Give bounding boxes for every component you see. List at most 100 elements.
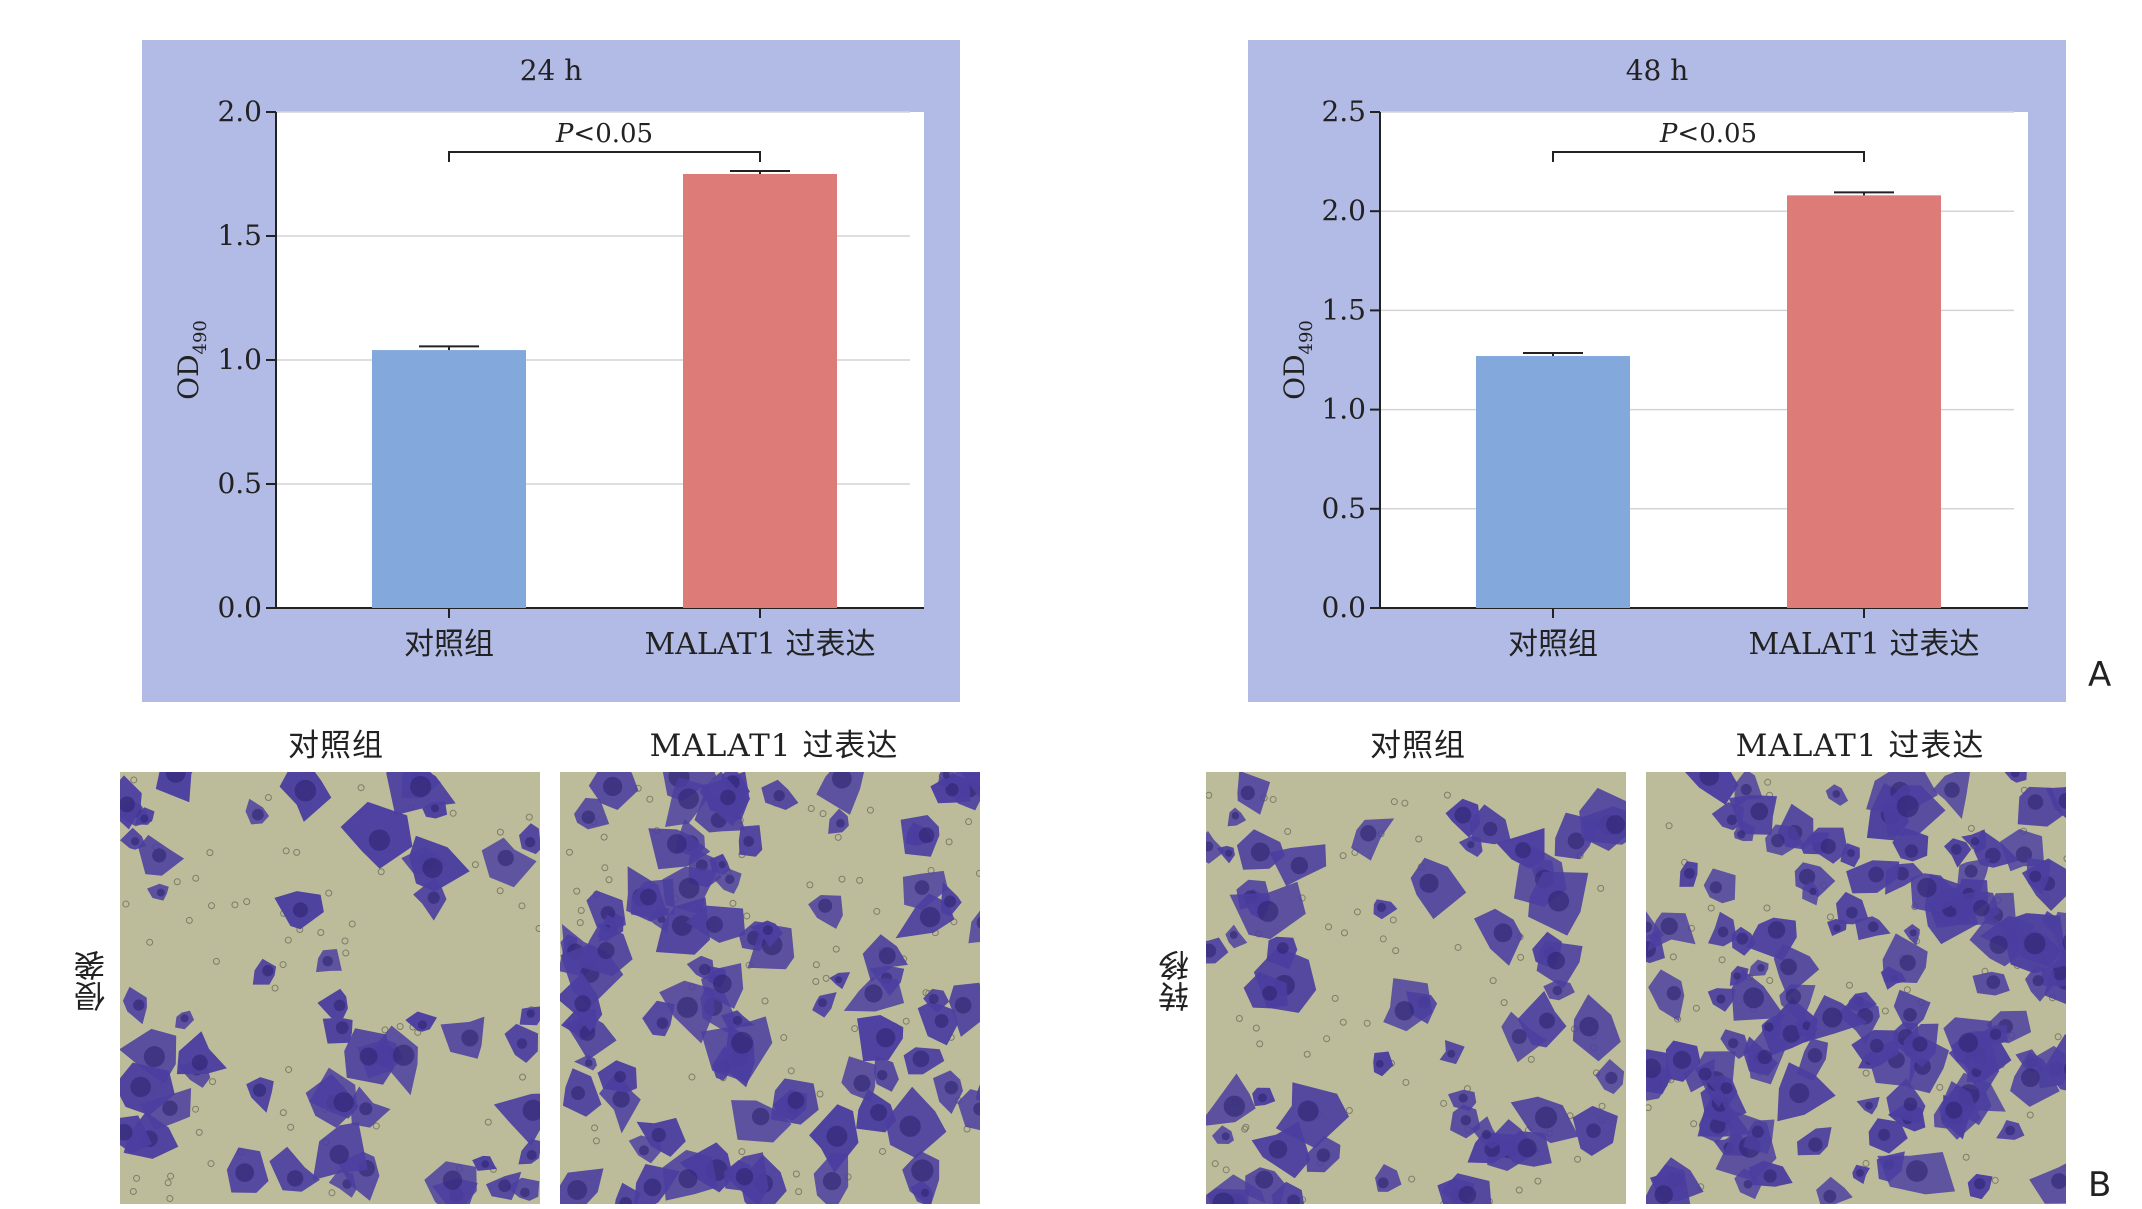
cell-nucleus <box>1467 840 1475 849</box>
cell-nucleus <box>461 1029 479 1047</box>
cell-nucleus <box>1290 856 1309 875</box>
cell-nucleus <box>671 915 693 936</box>
stained-cell <box>1410 857 1467 920</box>
pore <box>738 1148 746 1156</box>
cell-nucleus <box>1974 1178 1986 1190</box>
cell-nucleus <box>1751 1125 1764 1138</box>
cell-nucleus <box>2024 932 2046 955</box>
pore <box>167 1172 175 1180</box>
pore <box>1303 1050 1311 1058</box>
pore <box>207 1160 215 1168</box>
pore <box>1690 1120 1698 1128</box>
bar-malat1 <box>1787 195 1941 608</box>
pore <box>1766 977 1774 985</box>
pore <box>565 848 573 856</box>
pore <box>279 1109 287 1117</box>
cell-nucleus <box>1789 1083 1810 1104</box>
pore <box>1826 913 1834 921</box>
cell-nucleus <box>392 1044 415 1066</box>
stained-cell <box>615 1182 641 1204</box>
pore <box>879 1147 887 1155</box>
pore <box>231 901 239 909</box>
y-tick-label: 0.0 <box>217 591 262 624</box>
cell-nucleus <box>152 848 167 863</box>
cell-nucleus <box>1771 833 1785 848</box>
pore <box>1392 947 1400 955</box>
stained-cell <box>155 772 193 803</box>
cell-nucleus <box>1909 929 1917 937</box>
cell-nucleus <box>1646 921 1653 933</box>
pore <box>212 957 220 965</box>
cell-nucleus <box>1903 1007 1917 1022</box>
stained-cell <box>1206 831 1226 864</box>
pore <box>945 838 953 846</box>
cell-nucleus <box>1511 1029 1527 1045</box>
cell-nucleus <box>1733 972 1741 980</box>
pore <box>185 916 193 924</box>
cell-nucleus <box>1419 873 1439 893</box>
pore <box>1339 852 1347 860</box>
cell-nucleus <box>1782 1024 1801 1043</box>
pore <box>1242 1123 1250 1131</box>
cell-nucleus <box>262 965 274 977</box>
chart-title: 48 h <box>1626 54 1689 87</box>
y-tick-label: 2.0 <box>217 95 262 128</box>
cell-nucleus <box>698 963 711 976</box>
cell-nucleus <box>945 782 959 797</box>
pore <box>807 805 815 812</box>
pore <box>1574 1155 1582 1163</box>
x-tick-label: MALAT1 过表达 <box>645 627 876 662</box>
pore <box>471 861 479 869</box>
cell-nucleus <box>976 916 980 929</box>
pore <box>1389 916 1397 924</box>
cell-nucleus <box>1586 1123 1601 1139</box>
cell-nucleus <box>359 1102 373 1116</box>
chart-title: 24 h <box>520 54 583 87</box>
pore <box>1454 943 1462 951</box>
cell-nucleus <box>140 814 149 823</box>
stained-cell <box>975 1084 980 1102</box>
stained-cell <box>642 1000 675 1037</box>
pore <box>1669 953 1677 961</box>
cell-nucleus <box>165 772 186 783</box>
cell-nucleus <box>1917 877 1937 898</box>
cell-nucleus <box>1606 815 1626 835</box>
micrograph-title-invasion-malat1: MALAT1 过表达 <box>649 728 899 764</box>
pore <box>1353 908 1361 916</box>
cell-nucleus <box>526 1009 535 1018</box>
pore <box>1241 1125 1249 1133</box>
cell-nucleus <box>1698 1067 1712 1081</box>
cell-nucleus <box>725 874 735 884</box>
pore <box>795 1188 803 1196</box>
cell-nucleus <box>1823 1189 1837 1203</box>
micrograph-migration-control <box>1206 772 1626 1204</box>
cell-nucleus <box>878 947 896 965</box>
pore <box>1379 935 1387 943</box>
cell-nucleus <box>1224 849 1233 857</box>
cell-nucleus <box>143 1046 165 1068</box>
pore <box>372 1122 380 1130</box>
pore <box>146 938 154 946</box>
pore <box>1363 1019 1371 1027</box>
cell-nucleus <box>1867 921 1879 933</box>
cell-nucleus <box>928 993 939 1004</box>
cell-nucleus <box>1297 1100 1319 1122</box>
cell-nucleus <box>1223 1095 1245 1117</box>
cell-nucleus <box>1740 784 1752 796</box>
cell-nucleus <box>864 984 883 1003</box>
cell-nucleus <box>656 1017 669 1029</box>
cell-nucleus <box>1973 899 1990 917</box>
pore <box>592 1137 600 1145</box>
cell-nucleus <box>1895 866 1909 881</box>
pore <box>192 1105 200 1113</box>
panel-label-b: B <box>2088 1165 2112 1205</box>
pore <box>1390 798 1398 806</box>
cell-nucleus <box>1970 837 1980 846</box>
pore <box>591 1124 599 1132</box>
y-tick-label: 0.5 <box>1321 492 1366 525</box>
cell-nucleus <box>876 1028 896 1048</box>
y-tick-label: 1.5 <box>217 219 262 252</box>
cell-nucleus <box>1646 1058 1661 1079</box>
cell-nucleus <box>1945 1101 1963 1119</box>
cell-nucleus <box>191 1054 208 1071</box>
